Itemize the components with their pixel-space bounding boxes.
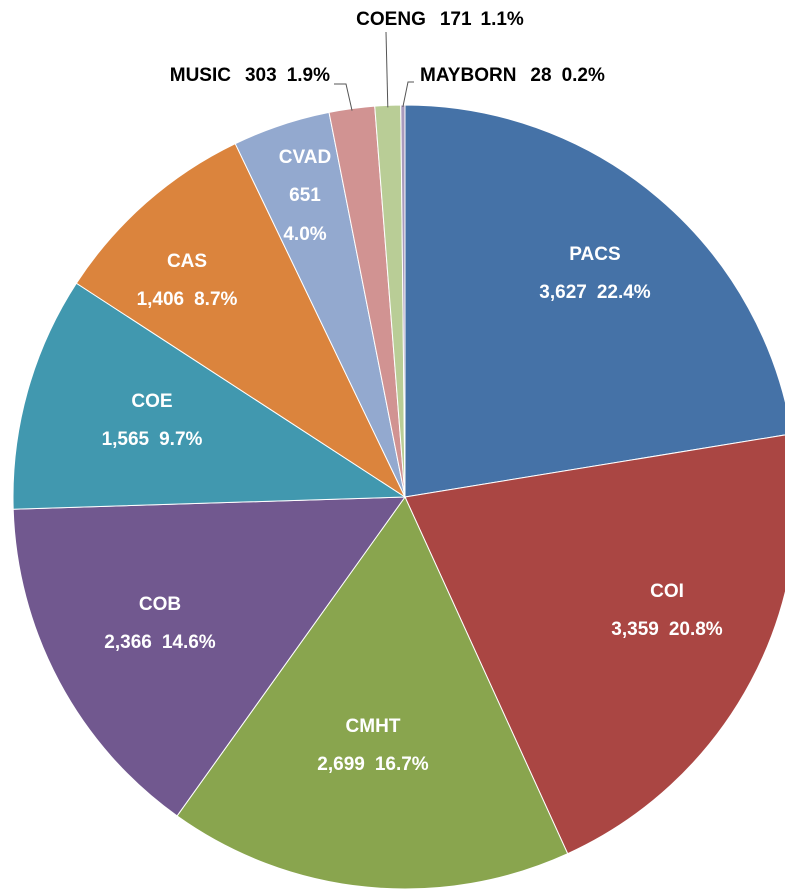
value-label: 1,406 bbox=[137, 289, 185, 310]
value-label: 171 bbox=[440, 9, 472, 30]
category-label: CMHT bbox=[346, 716, 401, 737]
data-label: 2,366 14.6% bbox=[104, 632, 216, 653]
data-label: 1,406 8.7% bbox=[137, 289, 238, 310]
percent-label: 16.7% bbox=[375, 754, 429, 775]
category-label: CAS bbox=[167, 251, 207, 272]
value-label: 3,627 bbox=[539, 282, 587, 303]
percent-label: 8.7% bbox=[194, 289, 237, 310]
value-label: 28 bbox=[530, 65, 551, 86]
data-label: 3,627 22.4% bbox=[539, 282, 651, 303]
category-label: CVAD bbox=[279, 147, 331, 168]
leader-line bbox=[402, 81, 414, 108]
pie-slice bbox=[176, 496, 569, 890]
percent-label: 14.6% bbox=[162, 632, 216, 653]
data-label: 1,565 9.7% bbox=[102, 429, 203, 450]
value-label: 651 bbox=[289, 185, 321, 206]
category-label: MUSIC bbox=[170, 65, 232, 86]
pie-slice bbox=[404, 104, 785, 498]
value-label: 2,366 bbox=[104, 632, 152, 653]
category-label: COENG bbox=[356, 9, 426, 30]
value-label: 3,359 bbox=[611, 619, 659, 640]
category-label: COI bbox=[650, 581, 684, 602]
data-label: COENG 171 1.1% bbox=[356, 9, 524, 30]
data-label: MUSIC 303 1.9% bbox=[170, 65, 330, 86]
category-label: COE bbox=[131, 391, 172, 412]
percent-label: 9.7% bbox=[159, 429, 202, 450]
category-label: MAYBORN bbox=[420, 65, 516, 86]
category-label: COB bbox=[139, 594, 181, 615]
percent-label: 22.4% bbox=[597, 282, 651, 303]
pie-slice bbox=[12, 282, 407, 510]
percent-label: 4.0% bbox=[283, 224, 326, 245]
data-label: MAYBORN 28 0.2% bbox=[420, 65, 605, 86]
pie-slice bbox=[12, 496, 406, 817]
percent-label: 0.2% bbox=[562, 65, 605, 86]
data-label: 3,359 20.8% bbox=[611, 619, 723, 640]
value-label: 2,699 bbox=[317, 754, 365, 775]
percent-label: 1.9% bbox=[287, 65, 330, 86]
data-label: 2,699 16.7% bbox=[317, 754, 429, 775]
leader-line bbox=[334, 83, 353, 111]
category-label: PACS bbox=[569, 244, 620, 265]
percent-label: 1.1% bbox=[481, 9, 524, 30]
leader-line bbox=[385, 31, 389, 108]
percent-label: 20.8% bbox=[669, 619, 723, 640]
value-label: 1,565 bbox=[102, 429, 150, 450]
pie-slice bbox=[75, 142, 407, 499]
pie-slice bbox=[404, 434, 785, 855]
value-label: 303 bbox=[245, 65, 277, 86]
